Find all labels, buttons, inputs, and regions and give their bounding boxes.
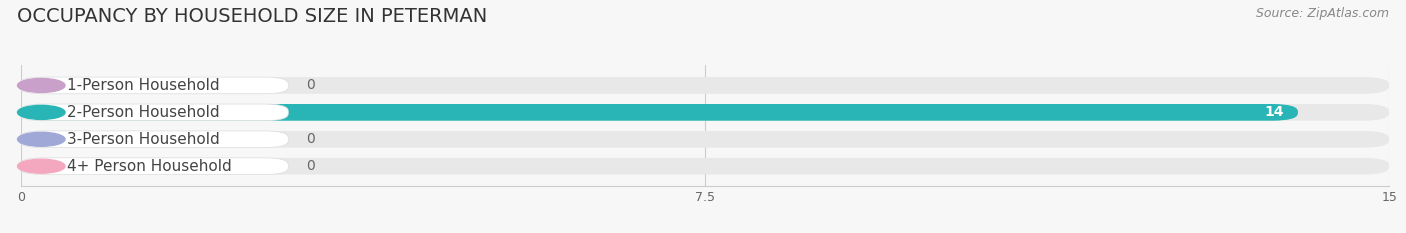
FancyBboxPatch shape (21, 104, 1389, 121)
Text: 0: 0 (307, 132, 315, 146)
FancyBboxPatch shape (21, 131, 1389, 148)
Text: 2-Person Household: 2-Person Household (67, 105, 221, 120)
Text: 3-Person Household: 3-Person Household (67, 132, 221, 147)
Text: 0: 0 (307, 79, 315, 93)
FancyBboxPatch shape (21, 158, 1389, 175)
FancyBboxPatch shape (20, 77, 288, 94)
Circle shape (17, 159, 65, 173)
FancyBboxPatch shape (21, 104, 1298, 121)
Circle shape (17, 105, 65, 119)
FancyBboxPatch shape (21, 77, 1389, 94)
Text: 4+ Person Household: 4+ Person Household (67, 159, 232, 174)
FancyBboxPatch shape (20, 158, 288, 175)
Text: 14: 14 (1265, 105, 1284, 119)
Circle shape (17, 132, 65, 146)
Circle shape (17, 79, 65, 93)
Text: 0: 0 (307, 159, 315, 173)
Text: OCCUPANCY BY HOUSEHOLD SIZE IN PETERMAN: OCCUPANCY BY HOUSEHOLD SIZE IN PETERMAN (17, 7, 486, 26)
FancyBboxPatch shape (20, 104, 288, 121)
Text: Source: ZipAtlas.com: Source: ZipAtlas.com (1256, 7, 1389, 20)
Text: 1-Person Household: 1-Person Household (67, 78, 221, 93)
FancyBboxPatch shape (20, 131, 288, 148)
